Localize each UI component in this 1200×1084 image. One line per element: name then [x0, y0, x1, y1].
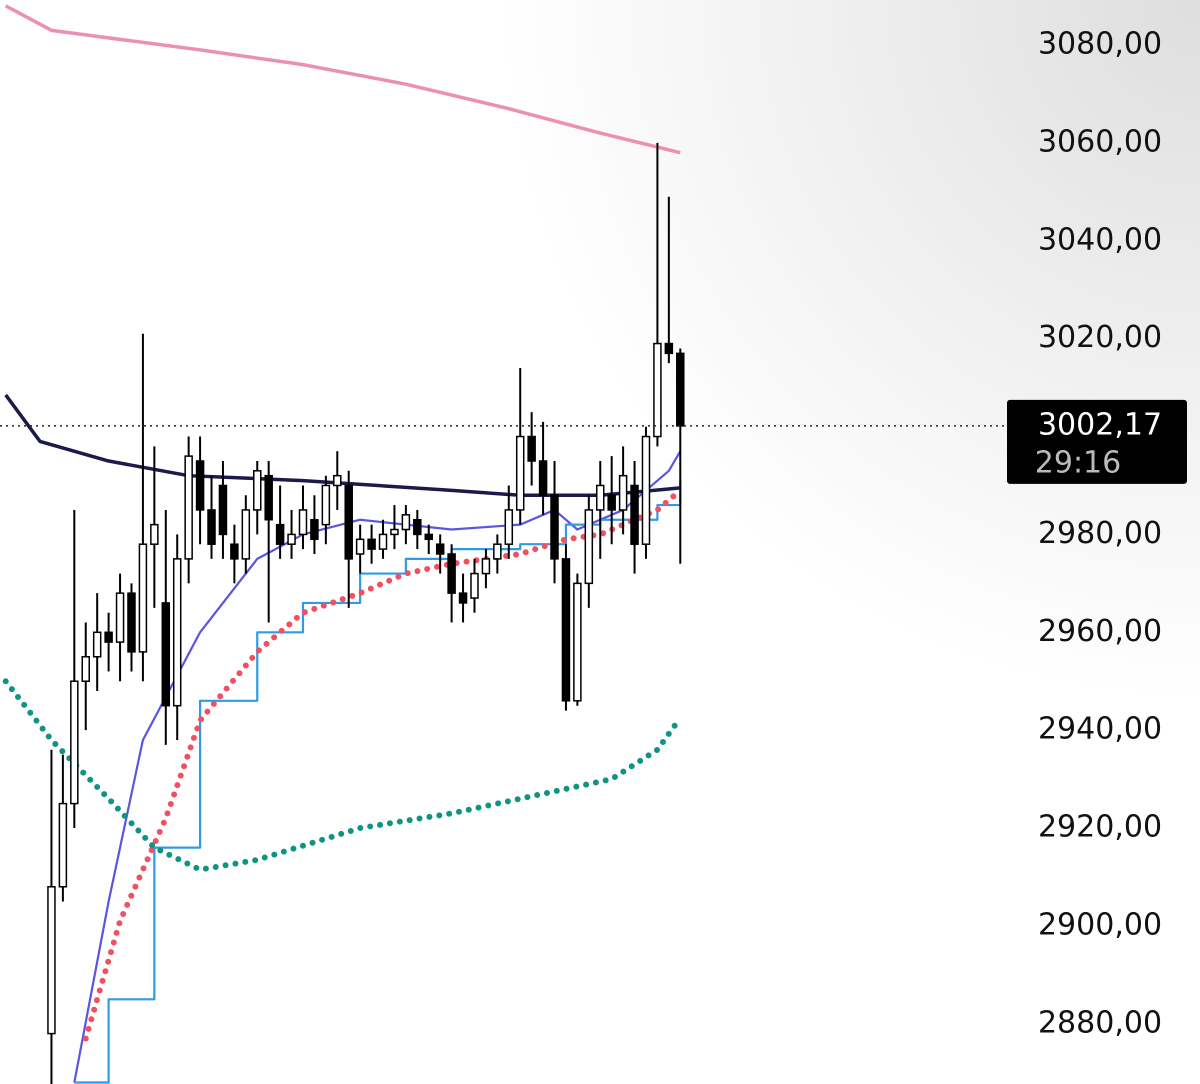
candle-body: [573, 582, 582, 702]
candle-body: [378, 533, 388, 550]
overlay-line: [82, 487, 684, 1042]
candle-body: [333, 474, 342, 487]
candle-body: [150, 523, 159, 545]
candle-body: [321, 484, 331, 526]
candle-body: [504, 509, 514, 545]
candle-body: [676, 352, 685, 427]
candle-body: [275, 523, 285, 545]
candle-body: [481, 558, 491, 575]
candle-body: [184, 455, 193, 560]
candle-body: [344, 484, 353, 560]
candle-body: [195, 460, 205, 511]
candle-body: [413, 518, 422, 536]
overlay-line: [4, 4, 681, 155]
candle-body: [127, 592, 136, 653]
candle-body: [253, 470, 262, 511]
candle-body: [70, 680, 79, 805]
y-tick-label: 2940,00: [1038, 712, 1162, 747]
candle-body: [264, 474, 273, 521]
candle-body: [630, 484, 639, 545]
y-tick-label: 2920,00: [1038, 810, 1162, 845]
candle-body: [138, 543, 148, 653]
candle-body: [596, 484, 605, 511]
y-tick-label: 3020,00: [1038, 320, 1162, 355]
candle-body: [310, 518, 319, 541]
candle-body: [447, 553, 456, 594]
countdown-label: 29:16: [1035, 445, 1121, 480]
candle-body: [527, 435, 536, 462]
y-tick-label: 2980,00: [1038, 516, 1162, 551]
candle-body: [230, 543, 239, 560]
candle-body: [641, 435, 651, 545]
overlay-line: [4, 393, 681, 498]
candle-body: [355, 538, 365, 555]
candle-body: [218, 484, 228, 536]
candle-body: [493, 543, 502, 560]
candle-body: [401, 514, 411, 531]
candle-body: [538, 460, 548, 497]
y-tick-label: 3060,00: [1038, 124, 1162, 159]
candle-body: [584, 509, 594, 585]
candle-body: [58, 802, 68, 888]
plot-area: [2, 4, 685, 1084]
candle-body: [47, 886, 56, 1035]
price-label-box: [1007, 399, 1187, 484]
candle-body: [161, 602, 171, 707]
candle-body: [390, 528, 399, 536]
candle-body: [664, 342, 674, 355]
candle-body: [561, 558, 571, 702]
y-tick-label: 3040,00: [1038, 222, 1162, 257]
y-tick-label: 2880,00: [1038, 1005, 1162, 1040]
y-tick-label: 2960,00: [1038, 614, 1162, 649]
candle-body: [515, 435, 525, 511]
candle-body: [424, 533, 433, 541]
candle-body: [618, 474, 628, 511]
last-price-label: 3002,17: [1038, 407, 1162, 442]
candle-body: [367, 538, 376, 550]
candle-body: [115, 592, 125, 643]
candle-body: [470, 572, 479, 599]
y-tick-label: 2900,00: [1038, 907, 1162, 942]
candle-body: [550, 494, 559, 560]
candle-body: [92, 631, 102, 658]
candle-body: [298, 509, 308, 536]
y-tick-label: 3080,00: [1038, 27, 1162, 62]
candle-body: [172, 558, 182, 707]
overlay-line: [2, 678, 684, 873]
candle-body: [104, 631, 113, 643]
candle-body: [207, 509, 216, 545]
candle-body: [458, 592, 468, 604]
candle-body: [435, 543, 445, 555]
candle-body: [607, 494, 616, 511]
candle-body: [241, 509, 251, 560]
candle-body: [653, 342, 662, 438]
candle-body: [81, 656, 90, 682]
candle-body: [287, 533, 296, 545]
